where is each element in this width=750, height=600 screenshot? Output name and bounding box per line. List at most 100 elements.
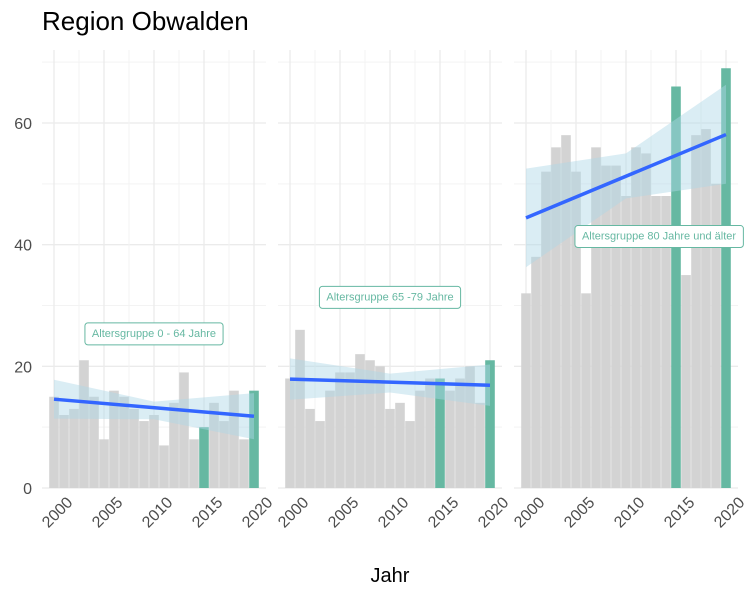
- x-tick-label: 2005: [561, 494, 598, 531]
- y-tick-label: 20: [14, 359, 32, 376]
- chart-title: Region Obwalden: [42, 6, 249, 36]
- x-tick-label: 2010: [611, 494, 648, 531]
- bar: [581, 293, 591, 488]
- y-tick-label: 40: [14, 238, 32, 255]
- bar: [661, 196, 671, 488]
- bar: [129, 408, 139, 488]
- x-tick-label: 2015: [661, 494, 698, 531]
- highlight-bar: [435, 378, 445, 488]
- highlight-bar: [485, 360, 495, 488]
- bar: [335, 372, 345, 488]
- y-tick-label: 0: [23, 481, 32, 498]
- bar: [631, 147, 641, 489]
- bar: [355, 354, 365, 488]
- highlight-bar: [671, 86, 681, 488]
- bar: [99, 439, 109, 488]
- bar: [189, 439, 199, 488]
- bar: [345, 372, 355, 488]
- bar: [295, 329, 305, 488]
- bar: [285, 378, 295, 488]
- bar: [415, 390, 425, 488]
- annotation-label: Altersgruppe 65 -79 Jahre: [318, 285, 462, 309]
- x-tick-label: 2020: [475, 494, 512, 531]
- x-tick-label: 2005: [89, 494, 126, 531]
- x-tick-label: 2010: [375, 494, 412, 531]
- x-tick-label: 2015: [425, 494, 462, 531]
- bar: [681, 275, 691, 488]
- x-tick-label: 2000: [39, 494, 76, 531]
- facet-panel-1: Altersgruppe 0 - 64 Jahre 2000 2005 2010 201…: [39, 50, 276, 531]
- bar: [465, 366, 475, 488]
- bar: [395, 402, 405, 488]
- bar: [651, 196, 661, 488]
- annotation-label: Altersgruppe 80 Jahre und älter: [574, 225, 744, 249]
- bar: [571, 171, 581, 488]
- bar: [541, 171, 551, 488]
- bar: [601, 165, 611, 489]
- bar: [149, 415, 159, 488]
- bar: [455, 378, 465, 488]
- bar: [325, 390, 335, 488]
- bar: [445, 390, 455, 488]
- facet-panel-2: Altersgruppe 65 -79 Jahre 2000 2005 2010 201…: [275, 50, 512, 531]
- bar: [139, 421, 149, 488]
- bar: [375, 366, 385, 488]
- bar: [69, 408, 79, 488]
- confidence-band: [54, 379, 254, 440]
- x-axis-title: Jahr: [371, 565, 410, 587]
- x-tick-label: 2010: [139, 494, 176, 531]
- bar: [521, 293, 531, 488]
- bar: [621, 196, 631, 488]
- bar: [365, 360, 375, 488]
- bar: [641, 153, 651, 488]
- bar: [315, 421, 325, 488]
- annotation-text: Altersgruppe 80 Jahre und älter: [582, 231, 736, 243]
- bar: [405, 421, 415, 488]
- bar: [531, 256, 541, 488]
- bar: [119, 396, 129, 488]
- bar: [305, 408, 315, 488]
- bar: [561, 135, 571, 488]
- x-tick-label: 2015: [189, 494, 226, 531]
- bar: [59, 415, 69, 488]
- bar: [551, 147, 561, 489]
- facet-panel-3: Altersgruppe 80 Jahre und älter 2000 2005 2…: [511, 50, 748, 531]
- bar: [159, 445, 169, 488]
- bar: [79, 360, 89, 488]
- x-tick-label: 2000: [511, 494, 548, 531]
- bar: [219, 421, 229, 488]
- bar: [49, 396, 59, 488]
- annotation-label: Altersgruppe 0 - 64 Jahre: [84, 322, 224, 346]
- x-tick-label: 2020: [239, 494, 276, 531]
- highlight-bar: [721, 68, 731, 488]
- bar: [229, 390, 239, 488]
- bar: [591, 147, 601, 489]
- x-tick-label: 2005: [325, 494, 362, 531]
- trend-line: [525, 132, 727, 220]
- bar: [239, 439, 249, 488]
- bar: [691, 135, 701, 488]
- bar: [425, 378, 435, 488]
- x-tick-label: 2000: [275, 494, 312, 531]
- bar: [701, 129, 711, 489]
- bar: [209, 402, 219, 488]
- x-tick-label: 2020: [711, 494, 748, 531]
- bar: [109, 390, 119, 488]
- trend-line: [53, 397, 255, 418]
- trend-line: [289, 377, 491, 387]
- highlight-bar: [199, 427, 209, 488]
- bar: [475, 402, 485, 488]
- annotation-box: [318, 285, 462, 309]
- annotation-text: Altersgruppe 0 - 64 Jahre: [92, 328, 216, 340]
- annotation-box: [84, 322, 224, 346]
- annotation-text: Altersgruppe 65 -79 Jahre: [326, 291, 453, 303]
- highlight-bar: [249, 390, 259, 488]
- bar: [385, 408, 395, 488]
- bar: [89, 396, 99, 488]
- bar: [169, 402, 179, 488]
- annotation-box: [574, 225, 744, 249]
- bar: [179, 372, 189, 488]
- y-tick-label: 60: [14, 116, 32, 133]
- bar: [711, 183, 721, 489]
